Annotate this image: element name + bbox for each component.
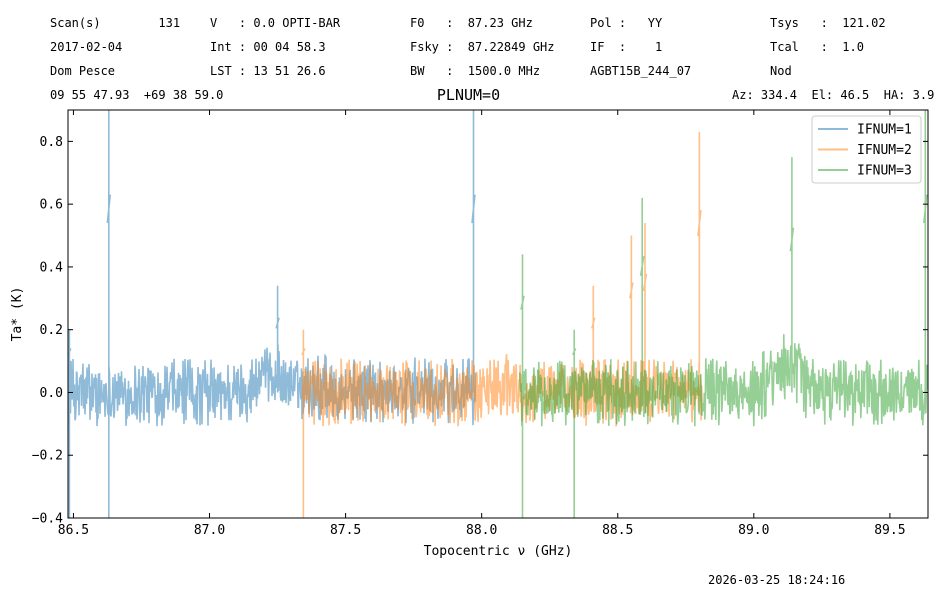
header-date: 2017-02-04 xyxy=(50,40,123,54)
y-tick-label: 0.8 xyxy=(40,135,63,150)
footer-timestamp: 2026-03-25 18:24:16 xyxy=(708,573,846,587)
header-integration: Int : 00 04 58.3 xyxy=(210,40,326,54)
header-bw: BW : 1500.0 MHz xyxy=(410,64,541,78)
header-project: AGBT15B_244_07 xyxy=(590,64,692,78)
series-line-ifnum-3 xyxy=(519,110,928,518)
x-axis-label: Topocentric ν (GHz) xyxy=(424,544,573,559)
y-tick-label: 0.2 xyxy=(40,323,63,338)
x-axis: 86.5 87.0 87.5 88.0 88.5 89.0 89.5 xyxy=(58,110,906,538)
plot-title: PLNUM=0 xyxy=(436,86,501,104)
x-tick-label: 87.5 xyxy=(330,523,361,538)
series-line-ifnum-2 xyxy=(301,132,703,518)
header-f0: F0 : 87.23 GHz xyxy=(410,16,533,30)
legend-label: IFNUM=3 xyxy=(857,164,912,179)
x-tick-label: 89.0 xyxy=(738,523,769,538)
header-scan: Scan(s) 131 xyxy=(50,16,181,30)
y-tick-label: −0.4 xyxy=(32,512,63,527)
header-tsys: Tsys : 121.02 xyxy=(770,16,886,30)
y-tick-label: 0.4 xyxy=(40,260,64,275)
x-tick-label: 88.5 xyxy=(602,523,633,538)
legend-label: IFNUM=1 xyxy=(857,123,912,138)
plot-frame xyxy=(67,109,929,519)
legend-label: IFNUM=2 xyxy=(857,143,912,158)
x-tick-label: 86.5 xyxy=(58,523,89,538)
y-axis: −0.4 −0.2 0.0 0.2 0.4 0.6 0.8 xyxy=(32,135,928,527)
y-tick-label: 0.6 xyxy=(40,198,63,213)
header-observer: Dom Pesce xyxy=(50,64,116,78)
header-fsky: Fsky : 87.22849 GHz xyxy=(410,40,555,54)
y-tick-label: 0.0 xyxy=(40,386,63,401)
header-azel: Az: 334.4 El: 46.5 HA: 3.9 xyxy=(732,88,935,102)
x-tick-label: 88.0 xyxy=(466,523,497,538)
header-pol: Pol : YY xyxy=(590,16,663,30)
header-tcal: Tcal : 1.0 xyxy=(770,40,864,54)
x-tick-label: 89.5 xyxy=(874,523,905,538)
y-tick-label: −0.2 xyxy=(32,449,63,464)
y-axis-label: Ta* (K) xyxy=(10,287,25,342)
header-velocity: V : 0.0 OPTI-BAR xyxy=(210,16,341,30)
header-lst: LST : 13 51 26.6 xyxy=(210,64,326,78)
header-coords: 09 55 47.93 +69 38 59.0 xyxy=(50,88,224,102)
header-if: IF : 1 xyxy=(590,40,663,54)
series-layer xyxy=(68,110,928,518)
legend: IFNUM=1 IFNUM=2 IFNUM=3 xyxy=(811,115,922,184)
x-tick-label: 87.0 xyxy=(194,523,225,538)
legend-box xyxy=(811,115,922,184)
header-procedure: Nod xyxy=(770,64,792,78)
series-line-ifnum-1 xyxy=(68,110,477,518)
